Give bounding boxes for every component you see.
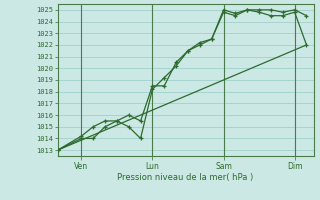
X-axis label: Pression niveau de la mer( hPa ): Pression niveau de la mer( hPa )	[117, 173, 254, 182]
